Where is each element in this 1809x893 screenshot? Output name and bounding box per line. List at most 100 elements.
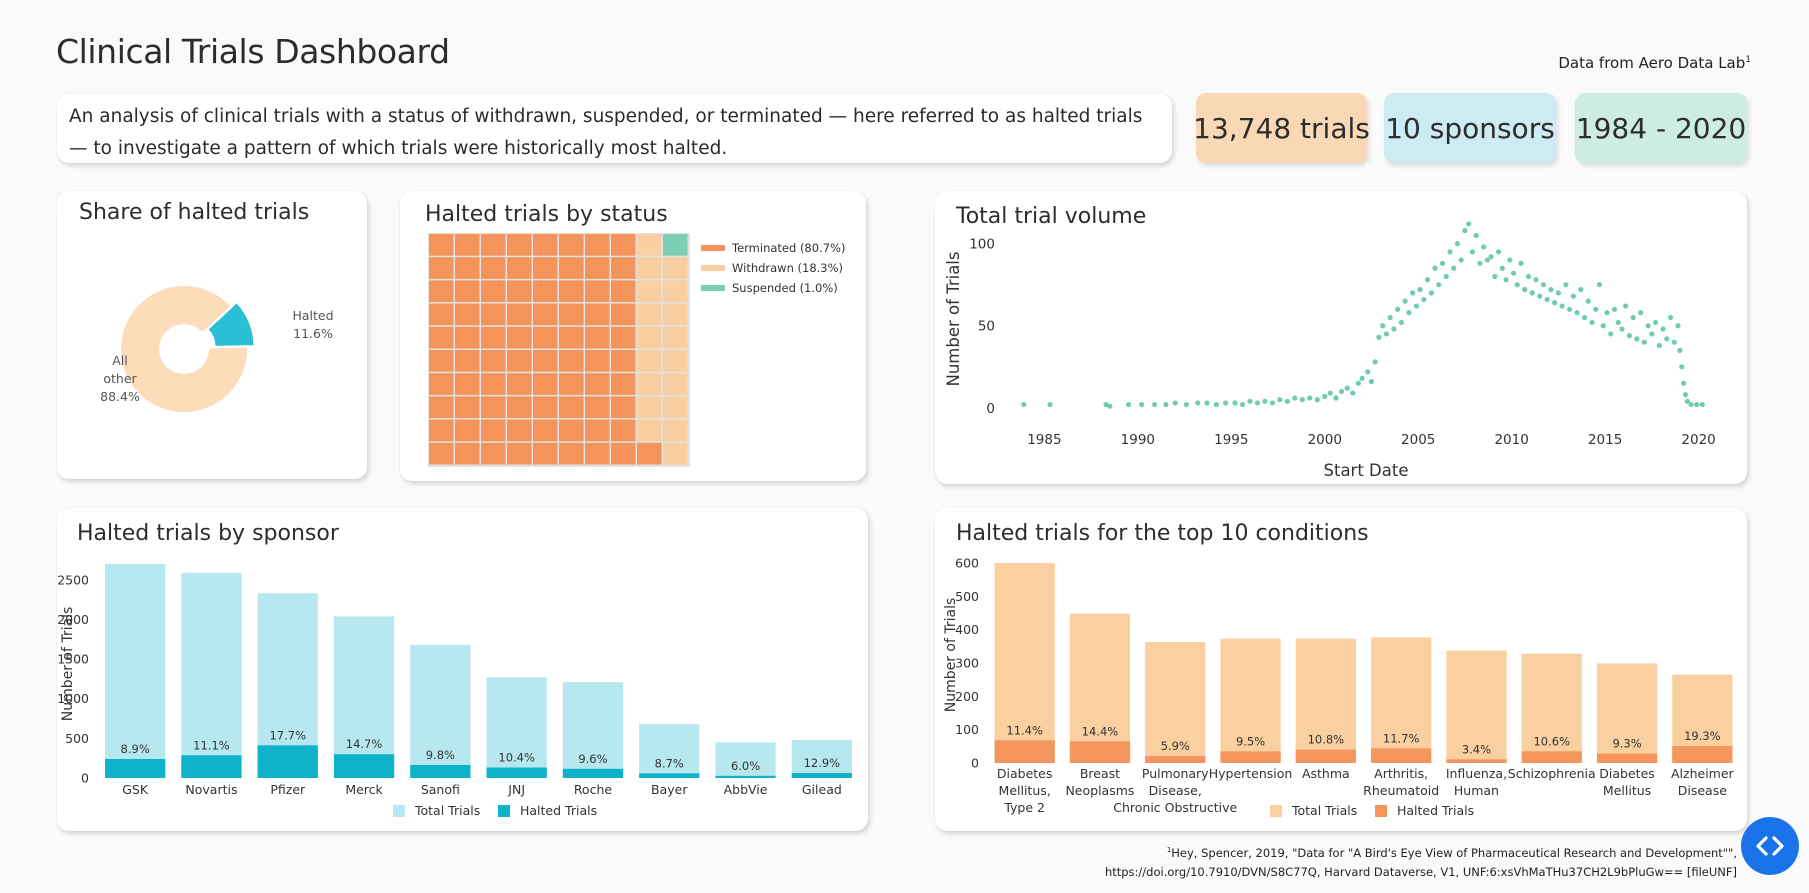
volume-card: Total trial volume 1985 1990 1995 2000 2005 2…	[935, 191, 1747, 484]
bar-data-label: 9.6%	[578, 752, 607, 766]
bar-data-label: 12.9%	[804, 756, 841, 770]
bar-data-label: 8.9%	[121, 742, 150, 756]
waffle-cell-terminated	[429, 396, 454, 419]
bar-total	[994, 563, 1055, 763]
volume-title: Total trial volume	[956, 204, 1147, 229]
waffle-cell-terminated	[507, 257, 532, 279]
waffle-cell-terminated	[611, 326, 636, 349]
scatter-point	[1699, 401, 1705, 408]
bar-data-label: 8.7%	[655, 756, 684, 770]
scatter-point	[1660, 326, 1666, 332]
x-tick-label: Roche	[574, 782, 613, 797]
scatter-point	[1262, 398, 1268, 404]
y-tick-label: 300	[955, 656, 979, 671]
scatter-point	[1436, 282, 1442, 288]
scatter-point	[1507, 257, 1513, 263]
bar-data-label: 3.4%	[1462, 742, 1491, 756]
scatter-point	[1589, 319, 1595, 326]
waffle-cell-terminated	[507, 396, 532, 419]
scatter-point	[1514, 282, 1520, 288]
waffle-cell-terminated	[533, 396, 558, 419]
x-tick-label: Type 2	[1003, 800, 1045, 815]
scatter-point	[1503, 277, 1509, 283]
waffle-cell-terminated	[533, 234, 558, 256]
scatter-point	[1567, 306, 1573, 312]
waffle-cell-withdrawn	[663, 396, 688, 419]
waffle-cell-terminated	[585, 396, 610, 419]
conditions-title: Halted trials for the top 10 conditions	[956, 521, 1369, 546]
legend-swatch-total	[1270, 805, 1282, 817]
scatter-point	[1495, 249, 1502, 255]
bar-total	[791, 739, 852, 778]
waffle-cell-terminated	[637, 442, 662, 465]
waffle-cell-terminated	[481, 303, 506, 326]
bar-halted	[994, 740, 1055, 763]
scatter-point	[1525, 273, 1532, 280]
waffle-cell-terminated	[455, 326, 480, 349]
scatter-point	[1563, 282, 1569, 288]
bar-halted	[791, 773, 852, 778]
bar-halted	[562, 768, 624, 778]
bar-data-label: 10.8%	[1308, 733, 1345, 747]
waffle-cell-terminated	[585, 257, 610, 279]
footnote-line-2[interactable]: https://doi.org/10.7910/DVN/S8C77Q, Harv…	[1104, 864, 1737, 879]
scatter-point	[1413, 303, 1419, 309]
bar-total	[105, 564, 166, 778]
waffle-cell-terminated	[481, 234, 506, 256]
x-axis-label: Start Date	[1324, 461, 1409, 480]
waffle-cell-terminated	[611, 373, 636, 395]
y-tick-label: 2000	[57, 612, 89, 627]
waffle-cell-terminated	[559, 373, 584, 395]
x-tick-label: 1985	[1027, 432, 1061, 448]
y-tick-label: 500	[65, 731, 89, 746]
waffle-cell-terminated	[481, 442, 506, 465]
bar-halted	[1521, 751, 1582, 763]
waffle-cell-terminated	[533, 257, 558, 279]
waffle-cell-withdrawn	[663, 257, 688, 279]
bar-data-label: 14.4%	[1082, 724, 1119, 738]
x-tick-label: Breast	[1080, 766, 1120, 781]
bar-total	[1446, 650, 1507, 763]
x-tick-label: Pfizer	[270, 782, 306, 797]
waffle-cell-terminated	[455, 442, 480, 465]
status-chart: Terminated (80.7%) Withdrawn (18.3%) Suspe…	[428, 233, 845, 467]
waffle-cell-withdrawn	[637, 303, 662, 326]
y-axis-label: Number of Trials	[60, 607, 76, 722]
waffle-cell-terminated	[481, 257, 506, 279]
waffle-cell-terminated	[559, 419, 584, 442]
code-nav-button[interactable]	[1741, 817, 1799, 875]
scatter-point	[1510, 270, 1517, 276]
x-tick-label: Bayer	[651, 782, 688, 797]
bar-halted	[333, 754, 395, 778]
scatter-point	[1247, 398, 1253, 404]
legend-label-terminated: Terminated (80.7%)	[731, 241, 845, 255]
x-tick-label: Schizophrenia	[1508, 766, 1596, 781]
waffle-cell-terminated	[611, 280, 636, 303]
waffle-cell-terminated	[481, 350, 506, 372]
bar-halted	[181, 755, 242, 778]
scatter-point	[1469, 249, 1476, 255]
x-tick-label: Diabetes	[1599, 766, 1655, 781]
scatter-point	[1125, 401, 1132, 408]
waffle-cell-terminated	[533, 303, 558, 326]
scatter-point	[1213, 401, 1219, 408]
waffle-cell-terminated	[559, 396, 584, 419]
volume-chart: 1985 1990 1995 2000 2005 2010 2015 2020 0 50 100 St…	[944, 221, 1716, 480]
scatter-point	[1611, 306, 1618, 312]
scatter-point	[1292, 395, 1298, 401]
x-tick-label: Disease,	[1149, 783, 1202, 798]
bar-halted	[715, 775, 776, 778]
bar-halted	[1220, 751, 1281, 763]
bar-halted	[486, 767, 547, 778]
sponsor-card: Halted trials by sponsor 0 500 1000 1500 200…	[57, 508, 868, 831]
legend-swatch-total	[393, 805, 405, 817]
scatter-point	[1684, 398, 1690, 404]
footnote-line-1: 1Hey, Spencer, 2019, "Data for "A Bird's…	[1105, 841, 1737, 863]
x-tick-label: Mellitus	[1603, 783, 1651, 798]
waffle-cell-terminated	[507, 442, 532, 465]
waffle-cell-withdrawn	[663, 303, 688, 326]
scatter-point	[1195, 400, 1201, 406]
kpi-years: 1984 - 2020	[1575, 93, 1747, 163]
waffle-cell-terminated	[585, 442, 610, 465]
scatter-point	[1578, 287, 1584, 293]
